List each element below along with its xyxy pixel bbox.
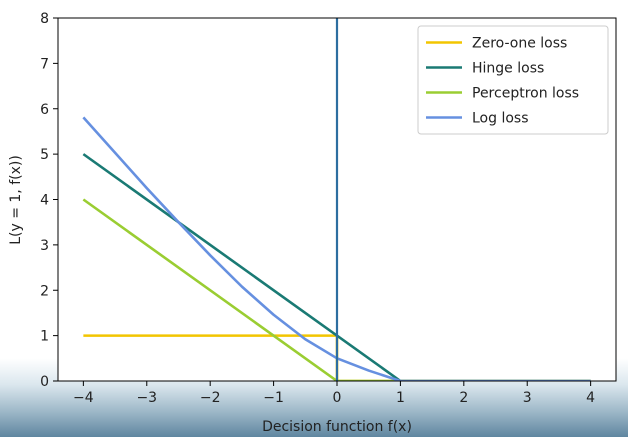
- x-tick-label: −4: [73, 390, 94, 406]
- x-tick-label: 3: [523, 390, 532, 406]
- legend-label: Zero-one loss: [472, 36, 567, 52]
- y-tick-label: 7: [40, 56, 49, 72]
- legend-label: Perceptron loss: [472, 86, 579, 102]
- y-tick-label: 0: [40, 374, 49, 390]
- axes-layer: −4 −3 −2 −1 0 1 2 3 4 0 1 2 3 4 5 6 7 8: [40, 11, 617, 406]
- x-axis-label: Decision function f(x): [262, 419, 412, 435]
- y-tick-label: 1: [40, 329, 49, 345]
- y-tick-label: 5: [40, 147, 49, 163]
- x-tick-label: −1: [263, 390, 284, 406]
- y-tick-label: 3: [40, 238, 49, 254]
- y-tick-label: 2: [40, 283, 49, 299]
- y-tick-label: 6: [40, 102, 49, 118]
- legend-label: Log loss: [472, 111, 529, 127]
- legend-label: Hinge loss: [472, 61, 544, 77]
- series-group: [82, 18, 591, 381]
- x-tick-label: 0: [333, 390, 342, 406]
- x-tick-label: 4: [586, 390, 595, 406]
- x-tick-label: −2: [200, 390, 221, 406]
- series-line-hinge-loss: [82, 153, 591, 381]
- x-tick-label: −3: [136, 390, 157, 406]
- series-line-perceptron-loss: [82, 198, 591, 381]
- x-tick-label: 2: [459, 390, 468, 406]
- y-axis-label: L(y = 1, f(x)): [8, 155, 24, 245]
- y-tick-label: 4: [40, 193, 49, 209]
- legend-box: [417, 25, 609, 135]
- legend: Zero-one loss Hinge loss Perceptron loss Lo…: [417, 25, 609, 135]
- x-tick-label: 1: [396, 390, 405, 406]
- y-tick-label: 8: [40, 11, 49, 27]
